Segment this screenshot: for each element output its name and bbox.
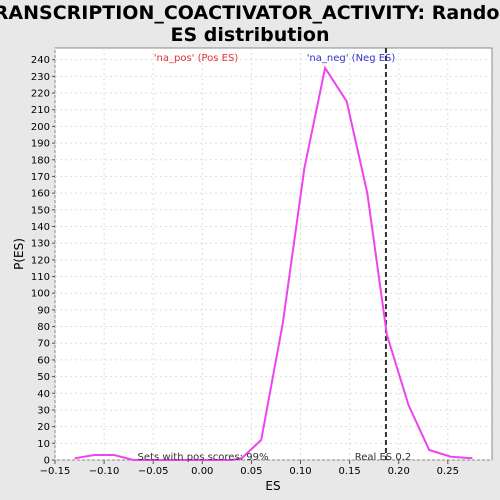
- x-tick-label: 0.00: [191, 466, 213, 477]
- y-tick-label: 10: [37, 439, 50, 450]
- x-tick-label: 0.20: [388, 466, 410, 477]
- y-tick-label: 80: [37, 322, 50, 333]
- y-tick-label: 40: [37, 389, 50, 400]
- x-axis-label: ES: [265, 479, 280, 493]
- y-tick-label: 90: [37, 305, 50, 316]
- y-tick-label: 220: [31, 89, 50, 100]
- y-axis-ticks: 0 10 20 30 40 50 60 70 80 90 100 110 120 130 140 150 160…: [31, 55, 55, 467]
- es-distribution-line: [74, 65, 473, 461]
- x-tick-label: 0.15: [338, 466, 360, 477]
- y-tick-label: 100: [31, 289, 50, 300]
- y-tick-label: 200: [31, 122, 50, 133]
- y-tick-label: 50: [37, 372, 50, 383]
- y-tick-label: 20: [37, 422, 50, 433]
- y-tick-label: 170: [31, 172, 50, 183]
- pos-scores-label: Sets with pos scores: 99%: [138, 452, 269, 463]
- neg-es-label: 'na_neg' (Neg ES): [307, 53, 396, 64]
- y-tick-label: 0: [44, 456, 50, 467]
- y-tick-label: 230: [31, 72, 50, 83]
- chart-title-line2: ES distribution: [171, 24, 330, 46]
- y-tick-label: 130: [31, 239, 50, 250]
- y-tick-label: 210: [31, 105, 50, 116]
- y-tick-label: 150: [31, 205, 50, 216]
- pos-es-label: 'na_pos' (Pos ES): [154, 53, 239, 64]
- y-tick-label: 140: [31, 222, 50, 233]
- x-tick-label: 0.05: [240, 466, 262, 477]
- y-tick-label: 240: [31, 55, 50, 66]
- y-tick-label: 30: [37, 405, 50, 416]
- x-tick-label: −0.10: [89, 466, 120, 477]
- x-tick-label: −0.15: [40, 466, 71, 477]
- chart-title-line1: TRANSCRIPTION_COACTIVATOR_ACTIVITY: Rand…: [0, 2, 500, 24]
- real-es-label: Real ES 0.2: [355, 452, 411, 463]
- x-axis-ticks: −0.15 −0.10 −0.05 0.00 0.05 0.10 0.15 0.20 0.25: [40, 460, 459, 477]
- y-tick-label: 190: [31, 139, 50, 150]
- y-tick-label: 70: [37, 339, 50, 350]
- y-axis-label: P(ES): [12, 238, 26, 270]
- y-tick-label: 160: [31, 189, 50, 200]
- plot-area: [54, 47, 493, 461]
- y-tick-label: 60: [37, 355, 50, 366]
- x-tick-label: 0.25: [437, 466, 459, 477]
- y-tick-label: 180: [31, 155, 50, 166]
- grid: [54, 48, 492, 461]
- x-tick-label: 0.10: [289, 466, 311, 477]
- y-tick-label: 110: [31, 272, 50, 283]
- y-tick-label: 120: [31, 255, 50, 266]
- x-tick-label: −0.05: [138, 466, 169, 477]
